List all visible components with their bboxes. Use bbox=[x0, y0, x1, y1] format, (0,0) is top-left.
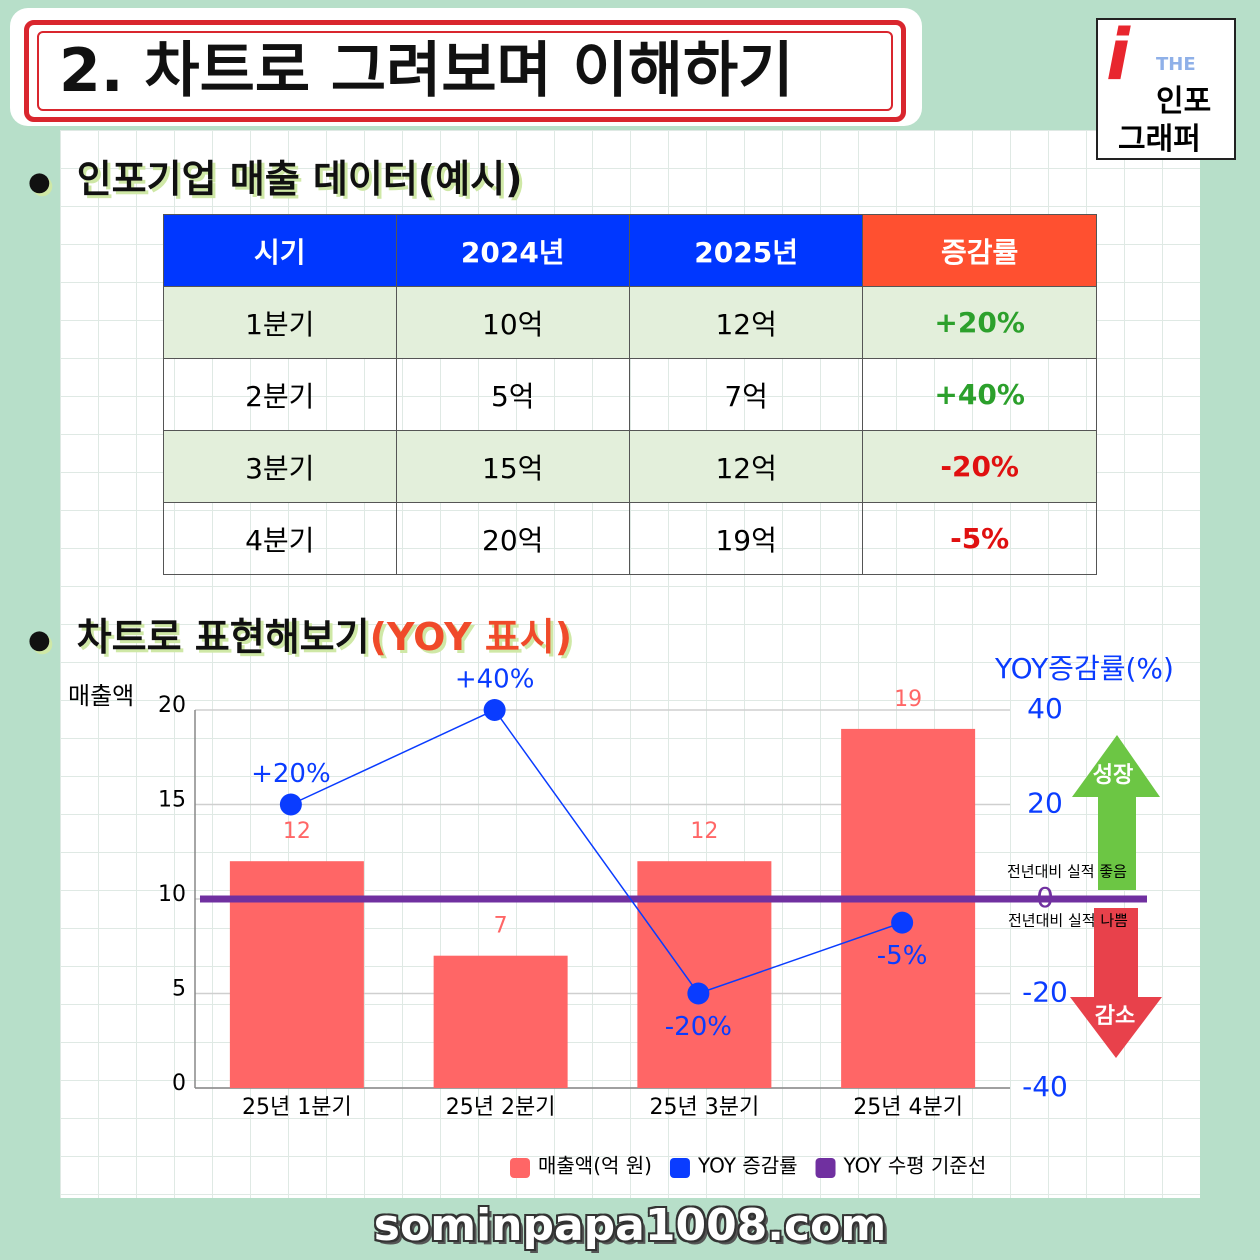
yoy-value-label: +20% bbox=[251, 759, 331, 789]
legend-swatch bbox=[669, 1158, 690, 1178]
table-row: 1분기 10억 12억 +20% bbox=[163, 286, 1097, 359]
data-table: 시기 2024년 2025년 증감률 1분기 10억 12억 +20% 2분기 5억 7억 +40% 3… bbox=[163, 214, 1097, 575]
table-row: 4분기 20억 19억 -5% bbox=[163, 502, 1097, 575]
bar bbox=[433, 955, 568, 1088]
yoy-value-label: +40% bbox=[455, 665, 535, 695]
column-header: 증감률 bbox=[862, 214, 1097, 287]
column-header: 2025년 bbox=[628, 214, 864, 287]
legend-label: 매출액(억 원) bbox=[538, 1154, 652, 1178]
bar-value-label: 12 bbox=[690, 819, 718, 844]
y-tick-label: 5 bbox=[172, 977, 186, 1002]
y2-tick-label: -40 bbox=[1022, 1070, 1068, 1103]
y-tick-label: 0 bbox=[172, 1071, 186, 1096]
yoy-line bbox=[290, 709, 903, 995]
bar-value-label: 7 bbox=[494, 914, 508, 939]
section-title: 차트로 표현해보기(YOY 표시) bbox=[28, 606, 572, 661]
table-cell: 19억 bbox=[628, 502, 864, 575]
annotation: 전년대비 실적 좋음 bbox=[1007, 863, 1127, 881]
table-cell: -20% bbox=[862, 430, 1097, 503]
table-cell: 7억 bbox=[628, 358, 864, 431]
bar bbox=[841, 728, 976, 1088]
bar-value-label: 19 bbox=[894, 687, 922, 712]
y-tick-label: 10 bbox=[158, 882, 186, 907]
table-cell: 15억 bbox=[395, 430, 630, 503]
table-cell: 20억 bbox=[395, 502, 630, 575]
footer: sominpapa1008.com bbox=[373, 1200, 887, 1251]
growth-arrow bbox=[1072, 735, 1160, 890]
table-cell: +20% bbox=[862, 286, 1097, 359]
table-cell: 2분기 bbox=[163, 358, 397, 431]
logo: i THE 인포 그래퍼 bbox=[1096, 14, 1236, 160]
x-tick-label: 25년 2분기 bbox=[446, 1095, 556, 1120]
yoy-point bbox=[483, 699, 506, 721]
y-axis-title: 매출액 bbox=[68, 682, 134, 710]
yoy-point bbox=[279, 793, 302, 816]
logo-text: 인포 bbox=[1156, 84, 1212, 119]
section-title: 인포기업 매출 데이터(예시) bbox=[28, 148, 523, 203]
x-tick-label: 25년 3분기 bbox=[650, 1095, 760, 1120]
header: 2. 차트로 그려보며 이해하기 bbox=[10, 8, 922, 126]
table-row: 2분기 5억 7억 +40% bbox=[163, 358, 1097, 431]
table-cell: +40% bbox=[862, 358, 1097, 431]
annotation: 성장 bbox=[1093, 763, 1133, 788]
legend-swatch bbox=[815, 1158, 836, 1178]
page-title: 2. 차트로 그려보며 이해하기 bbox=[37, 31, 893, 111]
legend-label: YOY 수평 기준선 bbox=[843, 1154, 987, 1178]
header-row: 시기 2024년 2025년 증감률 bbox=[163, 214, 1097, 287]
annotation: 전년대비 실적 나쁨 bbox=[1008, 912, 1128, 930]
x-tick-label: 25년 1분기 bbox=[242, 1095, 352, 1120]
logo-text: THE bbox=[1156, 54, 1196, 75]
column-header: 시기 bbox=[163, 214, 397, 287]
y-tick-label: 20 bbox=[158, 693, 186, 718]
table-cell: 10억 bbox=[395, 286, 630, 359]
yoy-value-label: -20% bbox=[665, 1012, 732, 1042]
table-cell: 4분기 bbox=[163, 502, 397, 575]
legend-swatch bbox=[510, 1158, 530, 1178]
logo-text: 그래퍼 bbox=[1118, 122, 1201, 157]
legend-label: YOY 증감률 bbox=[697, 1154, 798, 1178]
yoy-value-label: -5% bbox=[877, 941, 928, 971]
yoy-point bbox=[891, 911, 914, 934]
table-cell: 12억 bbox=[628, 286, 864, 359]
decline-arrow bbox=[1070, 908, 1162, 1058]
table-cell: -5% bbox=[862, 502, 1097, 575]
bar-value-label: 12 bbox=[283, 819, 311, 844]
y2-tick-label: 40 bbox=[1027, 692, 1063, 725]
table-cell: 1분기 bbox=[163, 286, 397, 359]
y2-tick-label: -20 bbox=[1022, 976, 1068, 1009]
annotation: 감소 bbox=[1095, 1004, 1135, 1029]
bar bbox=[229, 861, 364, 1088]
y2-tick-label: 20 bbox=[1027, 787, 1063, 820]
y2-axis-title: YOY증감률(%) bbox=[994, 652, 1174, 685]
yoy-point bbox=[687, 982, 710, 1005]
y-tick-label: 15 bbox=[158, 788, 186, 813]
x-tick-label: 25년 4분기 bbox=[853, 1095, 963, 1120]
